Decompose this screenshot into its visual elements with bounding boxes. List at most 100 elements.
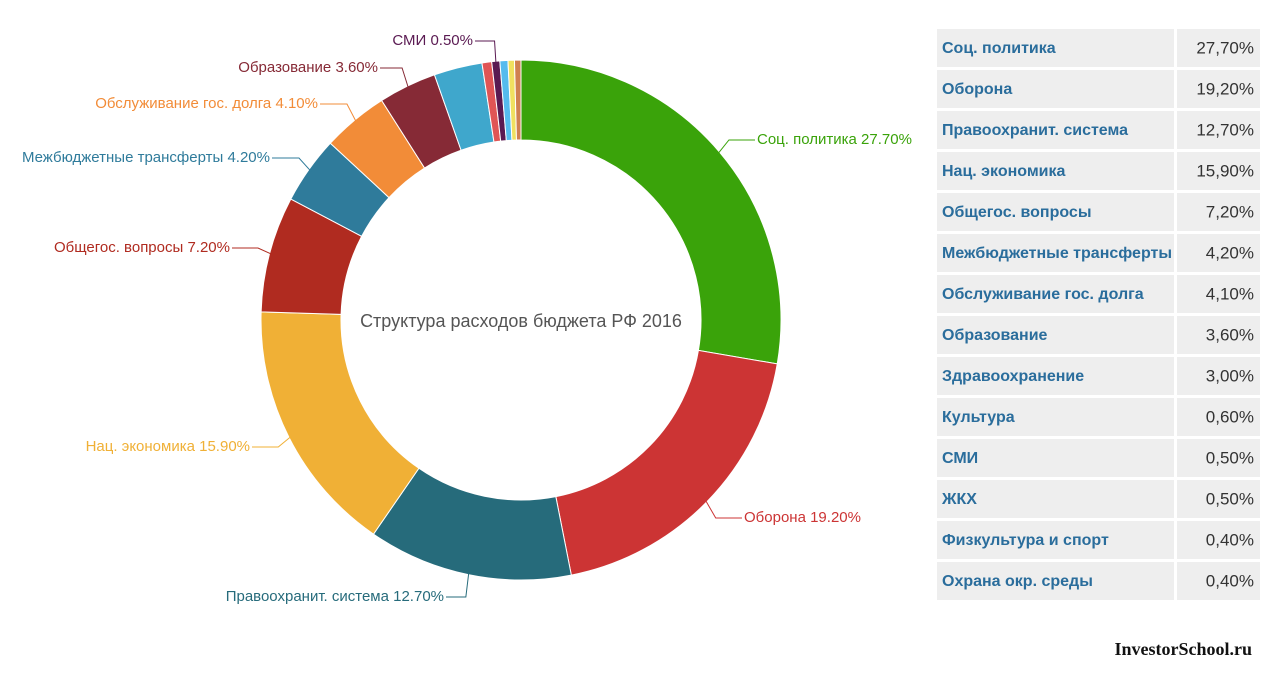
table-name: Оборона (942, 81, 1012, 98)
slice-label-value: 19.20% (810, 509, 861, 526)
table-name-cell (937, 70, 1174, 108)
leader-line (380, 67, 410, 90)
slice-label-name: Образование (238, 59, 331, 76)
slice-label-name: Обслуживание гос. долга (95, 95, 272, 112)
table-value-cell (1177, 521, 1260, 559)
table-name-cell (937, 193, 1174, 231)
table-value: 0,40% (1206, 571, 1254, 590)
table-value: 15,90% (1196, 161, 1254, 180)
slice-label-value: 4.20% (227, 149, 270, 166)
slice-label-value: 12.70% (393, 588, 444, 605)
table-value: 0,50% (1206, 448, 1254, 467)
table-name-cell (937, 111, 1174, 149)
table-name-cell (937, 275, 1174, 313)
table-name: Правоохранит. система (942, 122, 1128, 139)
table-value: 19,20% (1196, 79, 1254, 98)
leader-line (232, 247, 273, 255)
slice-label: Обслуживание гос. долга 4.10% (95, 95, 318, 112)
slice-label: Нац. экономика 15.90% (86, 438, 250, 455)
table-name: Физкультура и спорт (942, 532, 1109, 549)
table-value: 4,20% (1206, 243, 1254, 262)
table-value-cell (1177, 480, 1260, 518)
table-name-cell (937, 316, 1174, 354)
leader-line (252, 435, 292, 448)
watermark: InvestorSchool.ru (1114, 639, 1252, 659)
table-value-cell (1177, 316, 1260, 354)
chart-title: Структура расходов бюджета РФ 2016 (360, 311, 682, 331)
table-name: Межбюджетные трансферты (942, 245, 1172, 262)
table-name: СМИ (942, 450, 978, 467)
leader-line (272, 157, 312, 172)
slice-label-value: 3.60% (335, 59, 378, 76)
table-value: 3,60% (1206, 325, 1254, 344)
table-name: Культура (942, 409, 1015, 426)
slice-label: Оборона 19.20% (744, 509, 861, 526)
slice-label: Образование 3.60% (238, 59, 378, 76)
slice-label: Правоохранит. система 12.70% (226, 588, 444, 605)
table-name: Обслуживание гос. долга (942, 286, 1144, 303)
table-name-cell (937, 480, 1174, 518)
table-value-cell (1177, 275, 1260, 313)
table-value: 7,20% (1206, 202, 1254, 221)
slice-label: Межбюджетные трансферты 4.20% (22, 149, 270, 166)
table-name: Охрана окр. среды (942, 573, 1093, 590)
donut-slice (555, 349, 778, 576)
table-name: ЖКХ (941, 491, 977, 508)
slice-label-name: Общегос. вопросы (54, 239, 183, 256)
slice-label-name: Оборона (744, 509, 807, 526)
leader-line (446, 571, 470, 598)
table-name-cell (937, 357, 1174, 395)
table-value-cell (1177, 357, 1260, 395)
slice-label: Общегос. вопросы 7.20% (54, 239, 230, 256)
slice-label-value: 7.20% (187, 239, 230, 256)
table-name: Общегос. вопросы (942, 204, 1092, 221)
slice-label-name: Межбюджетные трансферты (22, 149, 223, 166)
table-value-cell (1177, 29, 1260, 67)
table-name-cell (937, 234, 1174, 272)
table-name: Здравоохранение (942, 368, 1084, 385)
table-value: 0,40% (1206, 530, 1254, 549)
donut-slice (260, 311, 420, 535)
slice-label: СМИ 0.50% (392, 32, 473, 49)
leader-line (320, 103, 358, 123)
table-value: 0,50% (1206, 489, 1254, 508)
table-value: 4,10% (1206, 284, 1254, 303)
table-name-cell (937, 521, 1174, 559)
table-value: 27,70% (1196, 38, 1254, 57)
slice-label-value: 15.90% (199, 438, 250, 455)
table-name-cell (937, 562, 1174, 600)
slice-label-value: 27.70% (861, 131, 912, 148)
table-value-cell (1177, 398, 1260, 436)
slice-label-name: Правоохранит. система (226, 588, 390, 605)
table-value-cell (1177, 562, 1260, 600)
table-value-cell (1177, 111, 1260, 149)
slice-label-name: Нац. экономика (86, 438, 196, 455)
slice-label-name: СМИ (392, 32, 426, 49)
slice-label-value: 0.50% (430, 32, 473, 49)
leader-line (704, 499, 742, 519)
table-name-cell (937, 439, 1174, 477)
leader-line (475, 40, 497, 65)
table-value-cell (1177, 193, 1260, 231)
donut-slice (520, 59, 782, 365)
table-value: 12,70% (1196, 120, 1254, 139)
table-value: 3,00% (1206, 366, 1254, 385)
table-value-cell (1177, 234, 1260, 272)
table-value: 0,60% (1206, 407, 1254, 426)
donut-slice (513, 59, 522, 141)
table-name-cell (937, 152, 1174, 190)
table-name-cell (937, 29, 1174, 67)
table-name-cell (937, 398, 1174, 436)
leader-line (717, 139, 755, 155)
table-value-cell (1177, 152, 1260, 190)
table-value-cell (1177, 70, 1260, 108)
slice-label: Соц. политика 27.70% (757, 131, 912, 148)
slice-label-name: Соц. политика (757, 131, 858, 148)
table-value-cell (1177, 439, 1260, 477)
slice-label-value: 4.10% (275, 95, 318, 112)
table-name: Соц. политика (942, 40, 1056, 57)
table-name: Нац. экономика (942, 163, 1065, 180)
table-name: Образование (942, 327, 1048, 344)
